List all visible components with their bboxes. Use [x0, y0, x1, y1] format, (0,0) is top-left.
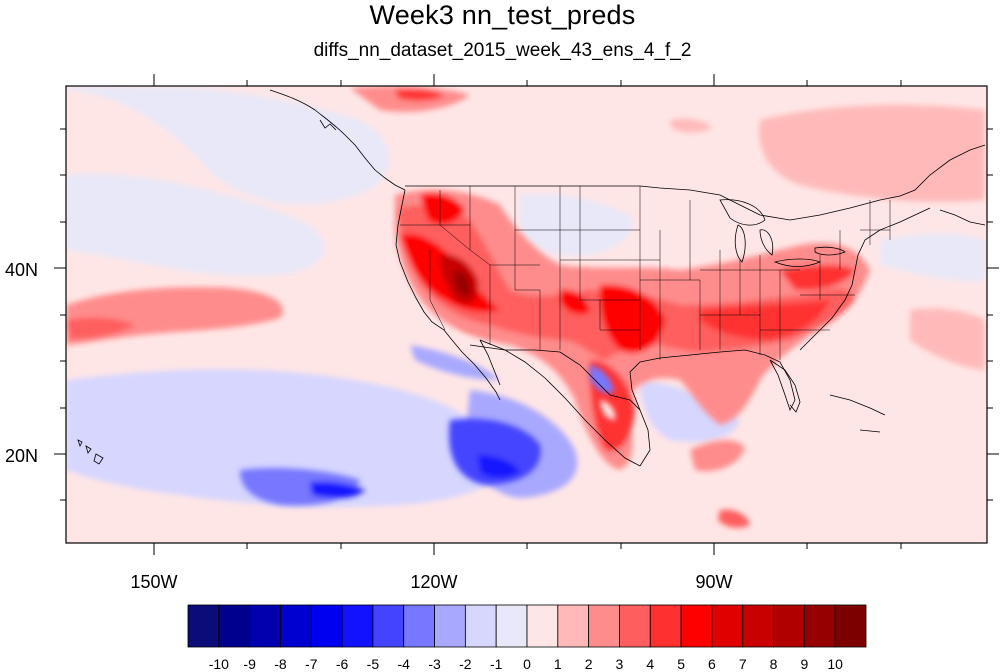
colorbar-tick-label: 9 [800, 656, 808, 672]
colorbar-tick-label: 8 [770, 656, 778, 672]
colorbar-swatch [588, 604, 620, 648]
colorbar-tick-label: -6 [336, 656, 349, 672]
colorbar-swatch [742, 604, 774, 648]
colorbar-swatch [619, 604, 651, 648]
colorbar-tick-label: 6 [708, 656, 716, 672]
colorbar-swatch [218, 604, 251, 648]
colorbar-tick-label: 2 [585, 656, 593, 672]
map-plot-area [66, 86, 987, 543]
colorbar-tick-label: 7 [739, 656, 747, 672]
colorbar-tick-label: -10 [209, 656, 229, 672]
positive-anomaly-regions [66, 86, 985, 528]
mexico-cool-patch [590, 365, 616, 420]
colorbar-tick-label: -5 [367, 656, 380, 672]
colorbar-tick-label: -1 [490, 656, 503, 672]
colorbar-swatch [403, 604, 435, 648]
chart-subtitle: diffs_nn_dataset_2015_week_43_ens_4_f_2 [313, 40, 692, 61]
colorbar-tick-label: 4 [646, 656, 654, 672]
colorbar-swatch [711, 604, 744, 648]
lon-label-150w: 150W [130, 572, 177, 592]
colorbar-swatch [187, 604, 220, 648]
colorbar-tick-label: -8 [274, 656, 287, 672]
lon-label-120w: 120W [410, 572, 457, 592]
lat-label-20n: 20N [5, 446, 38, 466]
colorbar-tick-label: 3 [616, 656, 624, 672]
colorbar-swatch [310, 604, 343, 648]
colorbar-swatch [280, 604, 312, 648]
colorbar-tick-label: -7 [305, 656, 318, 672]
chart-title: Week3 nn_test_preds [369, 0, 636, 30]
colorbar-swatch [680, 604, 713, 648]
colorbar [187, 604, 867, 648]
axis-ticks [54, 74, 999, 555]
strong-negative-anomaly-core [240, 418, 541, 506]
colorbar-swatch [649, 604, 682, 648]
colorbar-swatch [341, 604, 374, 648]
lon-label-90w: 90W [695, 572, 732, 592]
colorbar-swatch [372, 604, 405, 648]
colorbar-tick-label: 10 [827, 656, 843, 672]
colorbar-tick-label: 0 [523, 656, 531, 672]
coastlines-and-borders [77, 89, 986, 467]
colorbar-swatch [495, 604, 528, 648]
colorbar-swatch [526, 604, 559, 648]
colorbar-tick-label: -2 [459, 656, 472, 672]
colorbar-swatch [834, 604, 867, 648]
colorbar-tick-label: -9 [243, 656, 256, 672]
lat-label-40n: 40N [5, 260, 38, 280]
colorbar-tick-label: 1 [554, 656, 562, 672]
colorbar-swatch [464, 604, 497, 648]
colorbar-tick-label: 5 [677, 656, 685, 672]
colorbar-tick-label: -4 [398, 656, 411, 672]
colorbar-labels: -10 -9 -8 -7 -6 -5 -4 -3 -2 -1 0 1 2 3 4 5 6 7 8 9 10 [209, 656, 843, 672]
colorbar-tick-label: -3 [428, 656, 441, 672]
colorbar-swatch [434, 604, 466, 648]
colorbar-swatch [773, 604, 805, 648]
colorbar-swatch [249, 604, 281, 648]
colorbar-swatch [557, 604, 590, 648]
colorbar-swatch [803, 604, 836, 648]
state-borders [400, 186, 891, 360]
